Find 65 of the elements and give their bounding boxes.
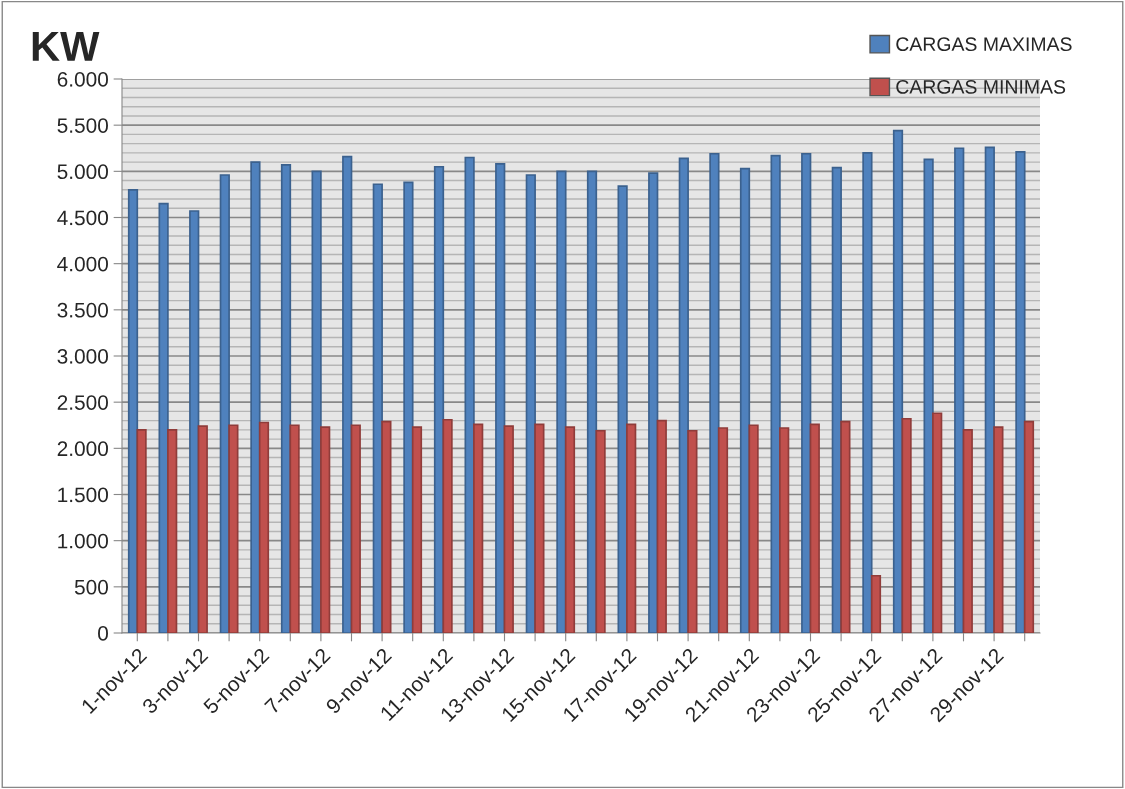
bar (320, 426, 331, 633)
bar (923, 158, 934, 633)
bar (197, 425, 208, 633)
y-tick-label: 2.500 (57, 395, 108, 410)
bar (779, 427, 790, 633)
bar (556, 170, 567, 633)
bar (862, 152, 873, 633)
y-tick-label: 5.500 (57, 118, 108, 133)
y-tick-label: 1.000 (58, 533, 108, 549)
bar (717, 427, 729, 633)
y-tick-label: 6.000 (57, 72, 108, 87)
bar (228, 424, 239, 633)
bar (503, 425, 514, 633)
bar (403, 181, 414, 633)
legend-label: CARGAS MINIMAS (896, 80, 1066, 94)
y-tick-label: 4.000 (57, 256, 108, 272)
bar (311, 170, 322, 633)
bar (167, 429, 178, 633)
bar (870, 574, 882, 633)
bar (617, 185, 628, 633)
bar (495, 163, 506, 633)
bar (350, 424, 361, 633)
y-tick-label: 0 (98, 626, 108, 641)
bar (770, 154, 781, 633)
bar (954, 147, 965, 633)
bar (1023, 420, 1035, 633)
bar (932, 412, 943, 633)
y-tick-label: 4.500 (57, 210, 108, 226)
bar (189, 210, 200, 633)
bar (158, 202, 169, 633)
bar (381, 420, 392, 633)
bar (250, 161, 261, 633)
bar (411, 426, 423, 633)
bar (840, 420, 851, 633)
y-tick-label: 2.000 (57, 441, 108, 457)
bar (534, 423, 545, 633)
y-tick-label: 1.500 (58, 487, 108, 503)
bar (473, 423, 484, 633)
legend-label: CARGAS MAXIMAS (896, 37, 1072, 52)
bar (136, 429, 147, 633)
y-axis-title: KW (32, 32, 100, 61)
y-tick-label: 500 (74, 579, 108, 595)
bar (993, 426, 1004, 633)
bar (687, 429, 698, 633)
bar (342, 155, 353, 633)
bar (648, 172, 659, 633)
bar (656, 419, 667, 633)
bar (626, 423, 637, 633)
bar (748, 424, 759, 633)
bar (801, 152, 812, 633)
bar (984, 146, 995, 633)
bar (809, 423, 820, 633)
y-tick-label: 3.000 (57, 349, 108, 364)
y-tick-label: 3.500 (57, 302, 108, 318)
bar (564, 426, 576, 633)
bar (595, 429, 606, 633)
bar (1015, 151, 1026, 633)
bar (709, 152, 720, 633)
bar (962, 429, 973, 633)
bar (289, 424, 300, 633)
bar (901, 417, 912, 633)
bar (442, 418, 453, 633)
bar (464, 156, 475, 633)
bar (258, 421, 270, 633)
y-tick-label: 5.000 (57, 164, 108, 180)
